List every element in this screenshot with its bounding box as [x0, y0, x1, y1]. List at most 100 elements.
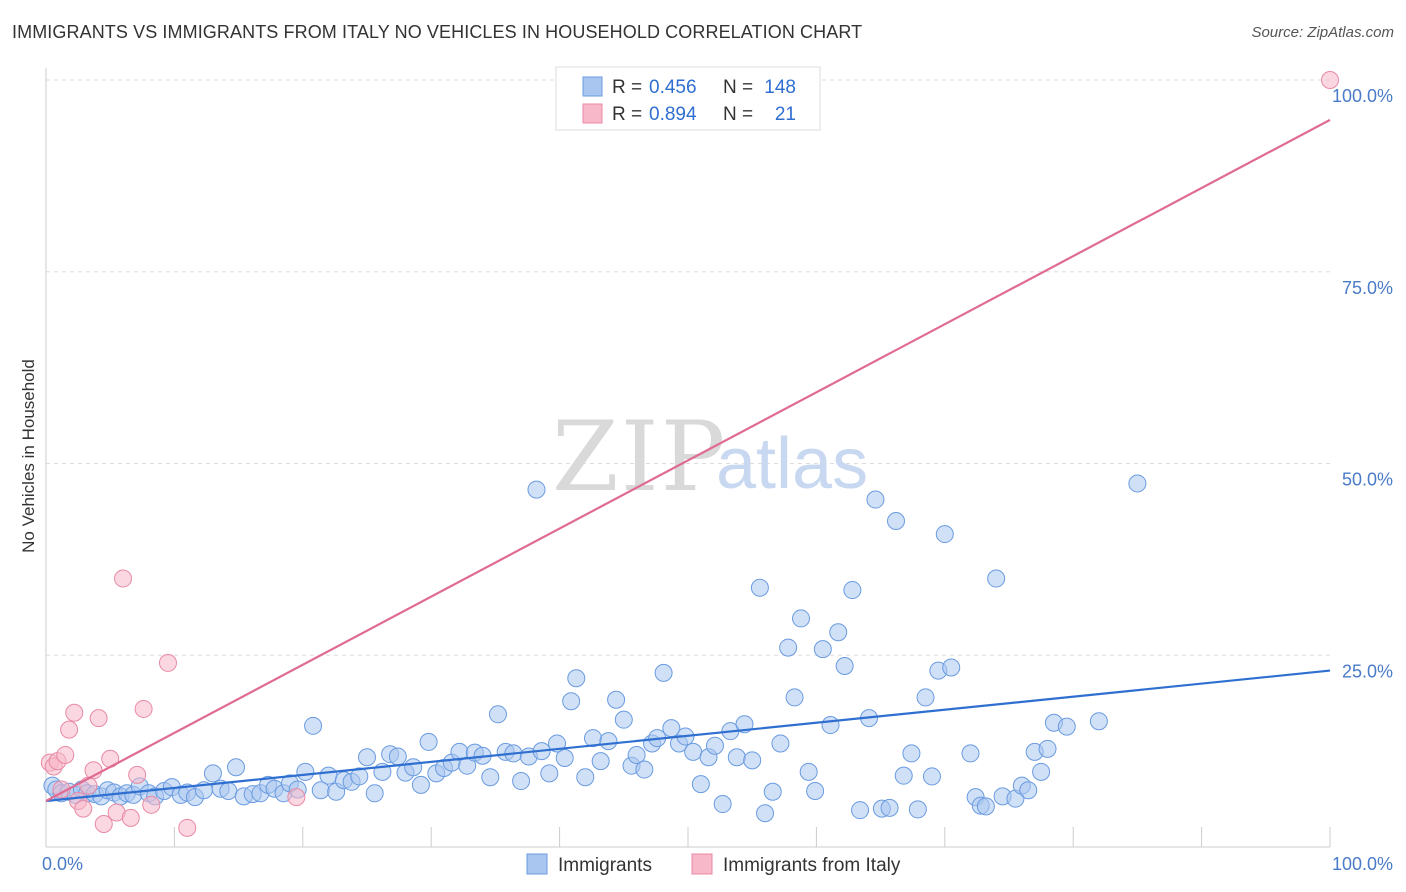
point-s0-134: [1032, 762, 1051, 781]
point-s0-91: [713, 795, 732, 814]
point-s0-43: [358, 748, 376, 767]
bottom-legend-label-1: Immigrants from Italy: [723, 855, 901, 876]
legend-n-value-0: 148: [764, 77, 796, 98]
y-tick-label-3: 100.0%: [1332, 86, 1393, 106]
legend-n-value-1: 21: [775, 104, 796, 125]
tick-labels: 25.0% 50.0% 75.0% 100.0% 0.0% 100.0%: [42, 86, 1393, 874]
watermark-atlas: atlas: [716, 424, 868, 504]
axes: [45, 68, 1331, 848]
point-s0-51: [419, 732, 438, 751]
trend-line-0: [45, 669, 1331, 803]
point-s0-44: [365, 784, 384, 803]
point-s0-97: [756, 804, 775, 823]
point-s0-104: [806, 782, 825, 801]
bottom-legend-swatch-0: [526, 853, 548, 875]
legend-swatch-0: [582, 76, 603, 97]
bottom-legend-label-0: Immigrants: [558, 855, 652, 876]
x-tick-label-1: 100.0%: [1332, 854, 1393, 874]
point-s1-15: [114, 569, 133, 588]
point-s0-138: [1089, 712, 1108, 731]
point-s0-80: [635, 760, 654, 779]
chart-source: Source: ZipAtlas.com: [1251, 24, 1394, 41]
point-s0-103: [799, 762, 818, 781]
point-s0-93: [727, 748, 746, 767]
point-s0-100: [779, 638, 798, 657]
point-s1-6: [65, 703, 84, 722]
point-s0-59: [481, 768, 500, 787]
point-s0-72: [576, 768, 595, 787]
point-s0-88: [691, 775, 710, 794]
chart-title: IMMIGRANTS VS IMMIGRANTS FROM ITALY NO V…: [12, 22, 863, 42]
legend-r-label-0: R =: [612, 77, 642, 98]
point-s0-90: [705, 736, 724, 755]
point-s0-96: [750, 578, 769, 597]
point-s0-109: [843, 581, 862, 600]
watermark: ZIP atlas: [552, 401, 868, 513]
point-s0-42: [350, 767, 369, 786]
point-s0-119: [916, 688, 935, 707]
point-s0-83: [654, 663, 673, 682]
point-s0-135: [1038, 739, 1057, 758]
point-s0-65: [527, 480, 546, 499]
point-s1-5: [60, 720, 79, 739]
point-s0-120: [922, 767, 941, 786]
point-s0-70: [562, 692, 581, 711]
x-tick-label-0: 0.0%: [42, 854, 83, 874]
point-s0-105: [813, 640, 832, 659]
point-s0-67: [540, 764, 559, 783]
point-s0-102: [791, 609, 810, 628]
point-s0-139: [1128, 474, 1147, 493]
point-s0-75: [599, 732, 618, 751]
trend-line-1: [45, 118, 1331, 802]
point-s1-8: [74, 799, 93, 818]
point-s1-21: [178, 818, 197, 837]
legend-r-value-0: 0.456: [649, 77, 697, 98]
point-s0-108: [835, 656, 854, 675]
point-s0-107: [829, 623, 848, 642]
legend-n-label-1: N =: [723, 104, 753, 125]
bottom-legend-swatch-1: [691, 853, 713, 875]
point-s0-38: [319, 766, 338, 785]
point-s0-110: [851, 801, 870, 820]
y-axis-title: No Vehicles in Household: [19, 359, 38, 553]
point-s1-16: [121, 808, 140, 827]
point-s0-106: [821, 716, 840, 735]
point-s0-60: [488, 705, 507, 724]
point-s0-112: [866, 490, 885, 509]
point-s0-69: [555, 749, 574, 768]
point-s0-122: [935, 525, 954, 544]
y-tick-label-1: 50.0%: [1342, 470, 1393, 490]
bottom-legend: Immigrants Immigrants from Italy: [526, 853, 901, 876]
point-s1-23: [1321, 71, 1339, 89]
point-s1-11: [89, 709, 108, 728]
point-s0-76: [607, 690, 626, 709]
point-s1-22: [287, 788, 306, 807]
point-s0-79: [627, 745, 646, 764]
point-s0-132: [1019, 781, 1038, 800]
point-s0-114: [880, 798, 899, 817]
legend-box: R = 0.456 N = 148 R = 0.894 N = 21: [555, 66, 821, 131]
point-s0-71: [567, 669, 586, 688]
legend-swatch-1: [582, 103, 603, 124]
point-s0-98: [763, 782, 782, 801]
point-s0-77: [614, 710, 633, 729]
legend-r-value-1: 0.894: [649, 104, 697, 125]
point-s0-63: [512, 772, 531, 791]
point-s1-12: [94, 814, 113, 833]
point-s0-25: [219, 782, 238, 801]
point-s0-47: [388, 747, 407, 766]
grid-lines: [46, 79, 1330, 656]
point-s0-116: [894, 766, 913, 785]
point-s0-26: [227, 758, 246, 777]
point-s0-137: [1057, 717, 1076, 736]
point-s0-128: [987, 569, 1006, 588]
point-s0-95: [743, 751, 762, 770]
y-tick-label-2: 75.0%: [1342, 278, 1393, 298]
point-s0-74: [591, 752, 610, 771]
trend-lines: [45, 118, 1331, 803]
point-s0-123: [942, 658, 961, 677]
point-s0-124: [961, 744, 980, 763]
point-s0-23: [203, 764, 222, 783]
legend-r-label-1: R =: [612, 104, 642, 125]
